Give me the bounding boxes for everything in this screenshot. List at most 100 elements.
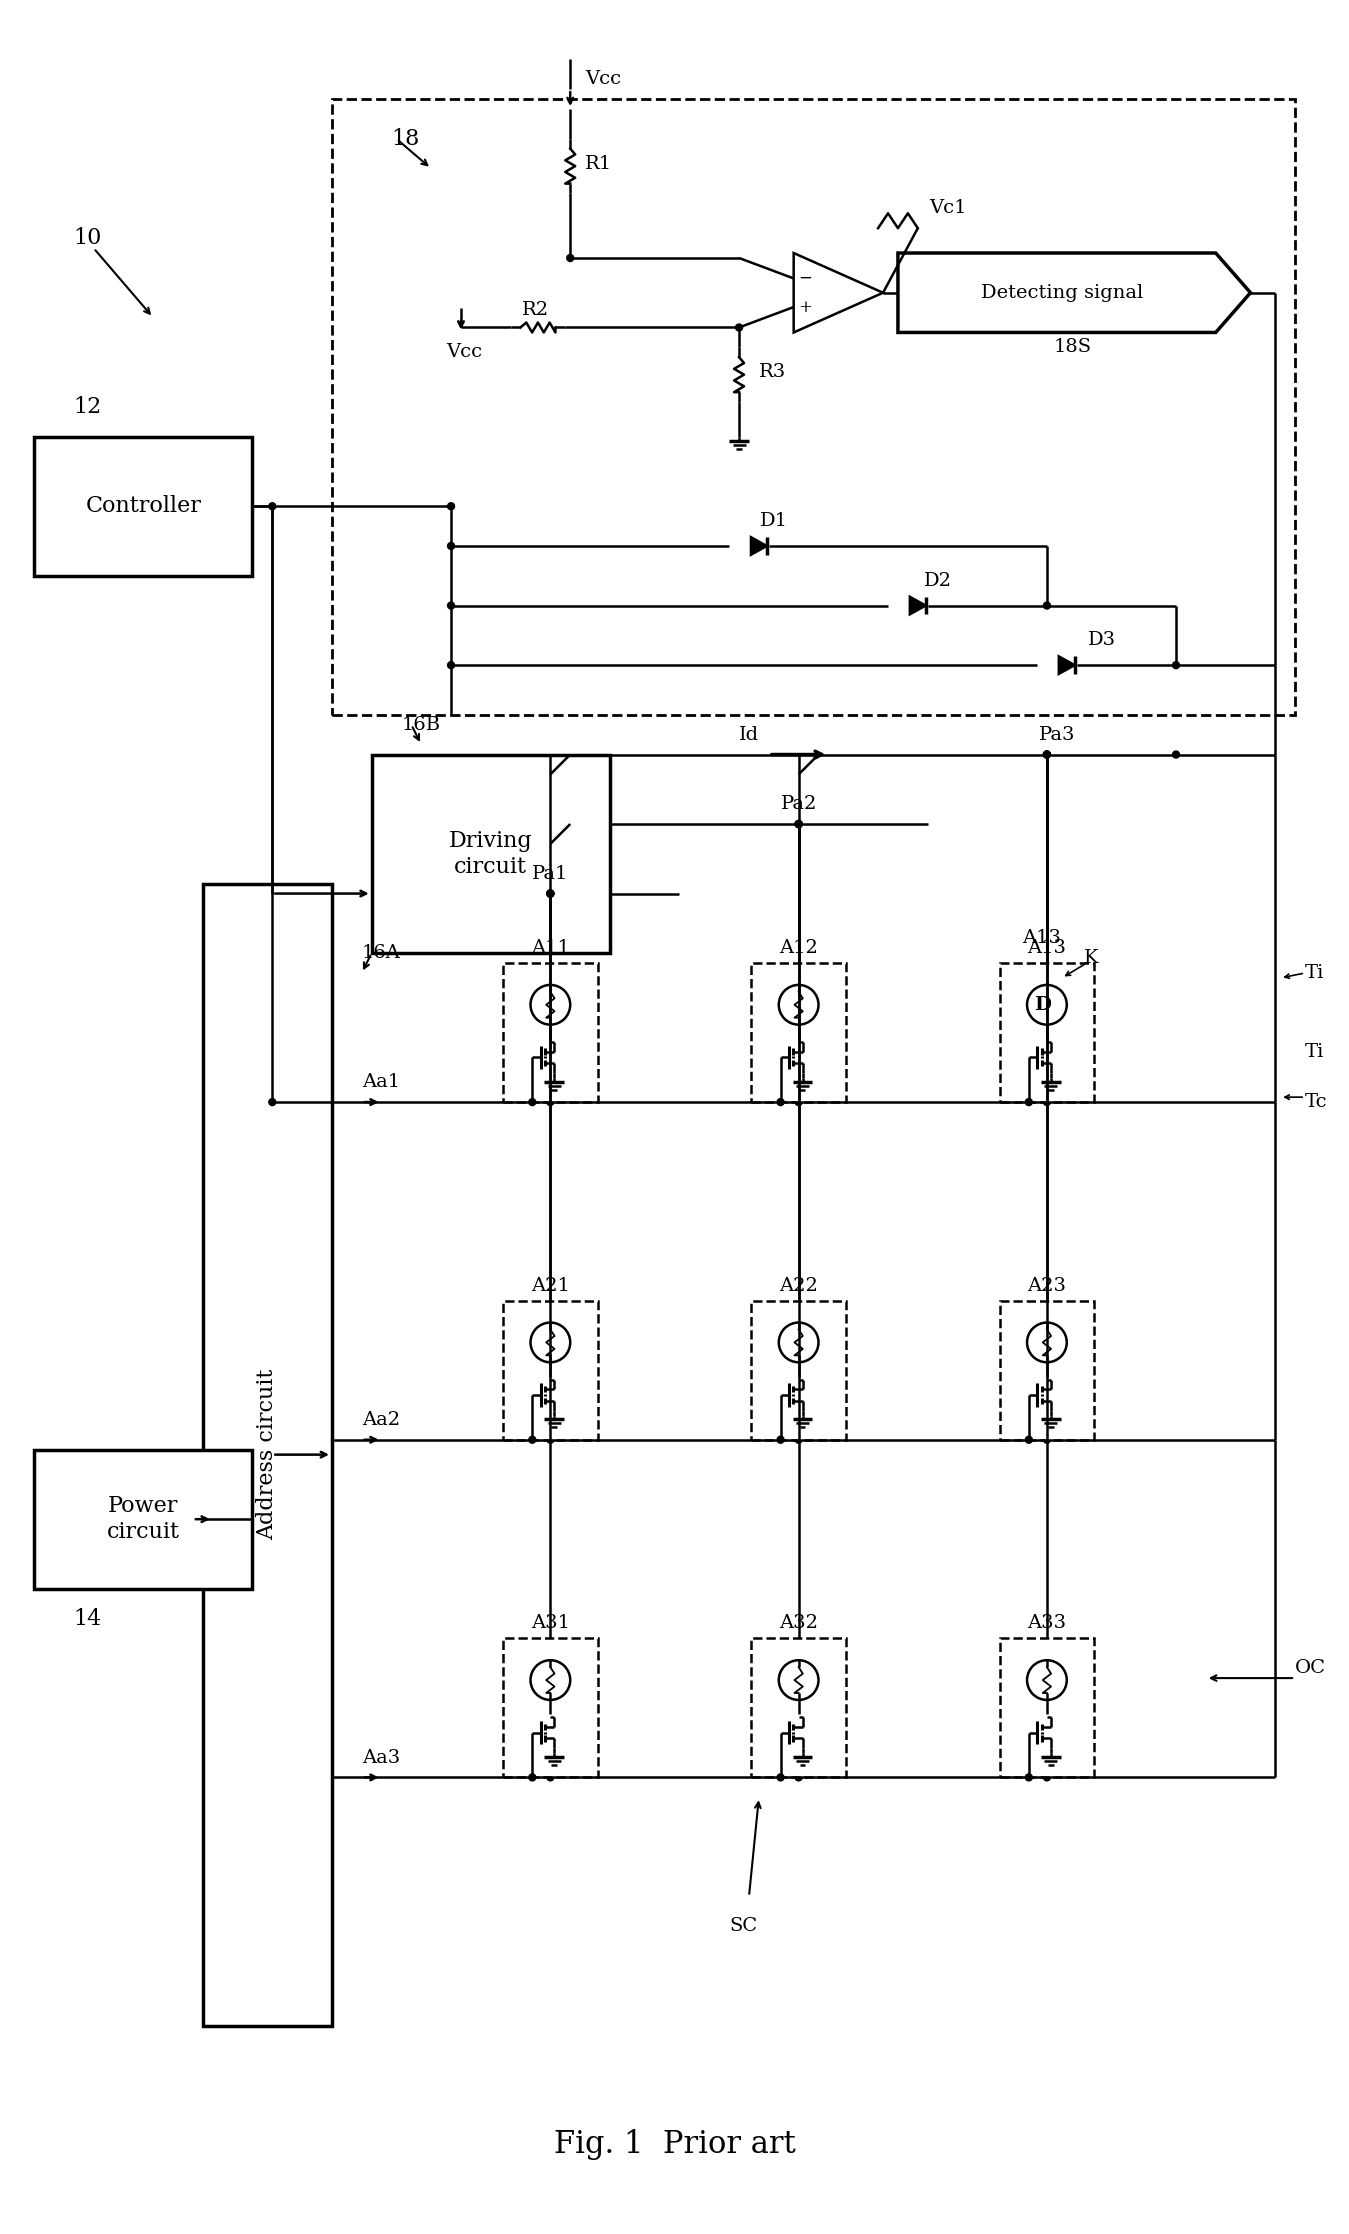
Circle shape [1025,1099,1032,1106]
Text: 12: 12 [74,395,103,418]
Circle shape [268,503,275,509]
Text: Id: Id [739,726,759,744]
Circle shape [795,820,803,827]
Circle shape [567,255,573,261]
Text: Driving
circuit: Driving circuit [449,831,533,878]
Bar [751,1300,846,1439]
Polygon shape [909,596,925,614]
Text: Detecting signal: Detecting signal [981,284,1143,302]
Text: K: K [1085,949,1099,967]
Circle shape [448,503,455,509]
Text: A22: A22 [780,1278,817,1296]
Circle shape [735,324,742,331]
Circle shape [529,1436,536,1443]
Circle shape [1025,1774,1032,1780]
Text: 18S: 18S [1054,337,1091,357]
Text: Fig. 1  Prior art: Fig. 1 Prior art [553,2129,796,2160]
Circle shape [1172,661,1179,668]
Text: Controller: Controller [85,496,201,518]
Circle shape [1043,751,1051,757]
Bar [34,1450,252,1588]
Text: A23: A23 [1028,1278,1067,1296]
Text: Aa2: Aa2 [362,1412,399,1430]
Bar [332,98,1295,715]
Text: A12: A12 [780,938,817,956]
Circle shape [1043,751,1051,757]
Circle shape [1043,603,1051,610]
Text: A13: A13 [1023,929,1062,947]
Circle shape [1025,1436,1032,1443]
Text: R1: R1 [585,154,612,172]
Polygon shape [1059,657,1075,675]
Text: R3: R3 [759,364,786,382]
Circle shape [1043,751,1051,757]
Circle shape [546,889,554,898]
Circle shape [1043,1774,1051,1780]
Circle shape [268,1099,275,1106]
Text: +: + [799,299,812,315]
Bar [1000,963,1094,1101]
Circle shape [546,889,554,898]
Circle shape [546,1099,554,1106]
Text: D1: D1 [759,512,788,529]
Text: Pa1: Pa1 [532,865,568,882]
Bar [202,885,332,2026]
Circle shape [1043,1436,1051,1443]
Circle shape [448,543,455,550]
Text: Ti: Ti [1304,1043,1325,1061]
Text: Address circuit: Address circuit [256,1369,278,1539]
Text: 14: 14 [74,1608,103,1629]
Text: Vcc: Vcc [585,69,622,87]
Text: 10: 10 [74,228,103,250]
Circle shape [546,889,554,898]
Text: Aa1: Aa1 [362,1072,399,1090]
Bar [1000,1638,1094,1778]
Bar [751,1638,846,1778]
Circle shape [795,1436,803,1443]
Text: Ti: Ti [1304,965,1325,983]
Bar [34,436,252,576]
Text: 18: 18 [391,127,420,150]
Text: Pa3: Pa3 [1039,726,1075,744]
Circle shape [546,1436,554,1443]
Text: D: D [1035,996,1051,1014]
Text: OC: OC [1295,1660,1326,1678]
Text: A33: A33 [1028,1615,1067,1633]
Circle shape [777,1099,784,1106]
Bar [503,963,598,1101]
Text: Tc: Tc [1304,1092,1327,1110]
Bar [371,755,610,954]
Polygon shape [751,536,766,554]
Text: 16A: 16A [362,945,401,963]
Circle shape [1043,751,1051,757]
Text: R2: R2 [522,302,549,319]
Text: D3: D3 [1087,632,1116,650]
Text: SC: SC [728,1917,757,1935]
Text: −: − [799,270,812,286]
Circle shape [529,1099,536,1106]
Circle shape [777,1774,784,1780]
Text: Pa2: Pa2 [781,795,817,813]
Bar [1000,1300,1094,1439]
Text: A21: A21 [532,1278,569,1296]
Text: Vc1: Vc1 [929,199,966,217]
Bar [751,963,846,1101]
Bar [503,1300,598,1439]
Text: Aa3: Aa3 [362,1749,399,1767]
Text: D2: D2 [924,572,951,590]
Circle shape [777,1436,784,1443]
Circle shape [795,820,803,827]
Circle shape [1172,751,1179,757]
Circle shape [546,889,554,898]
Text: A32: A32 [780,1615,817,1633]
Circle shape [448,661,455,668]
Text: A13: A13 [1028,938,1067,956]
Text: A31: A31 [532,1615,569,1633]
Circle shape [795,1774,803,1780]
Circle shape [795,1099,803,1106]
Text: Vcc: Vcc [447,344,482,362]
Circle shape [546,1774,554,1780]
Text: 16B: 16B [402,715,441,733]
Circle shape [448,603,455,610]
Circle shape [1043,1099,1051,1106]
